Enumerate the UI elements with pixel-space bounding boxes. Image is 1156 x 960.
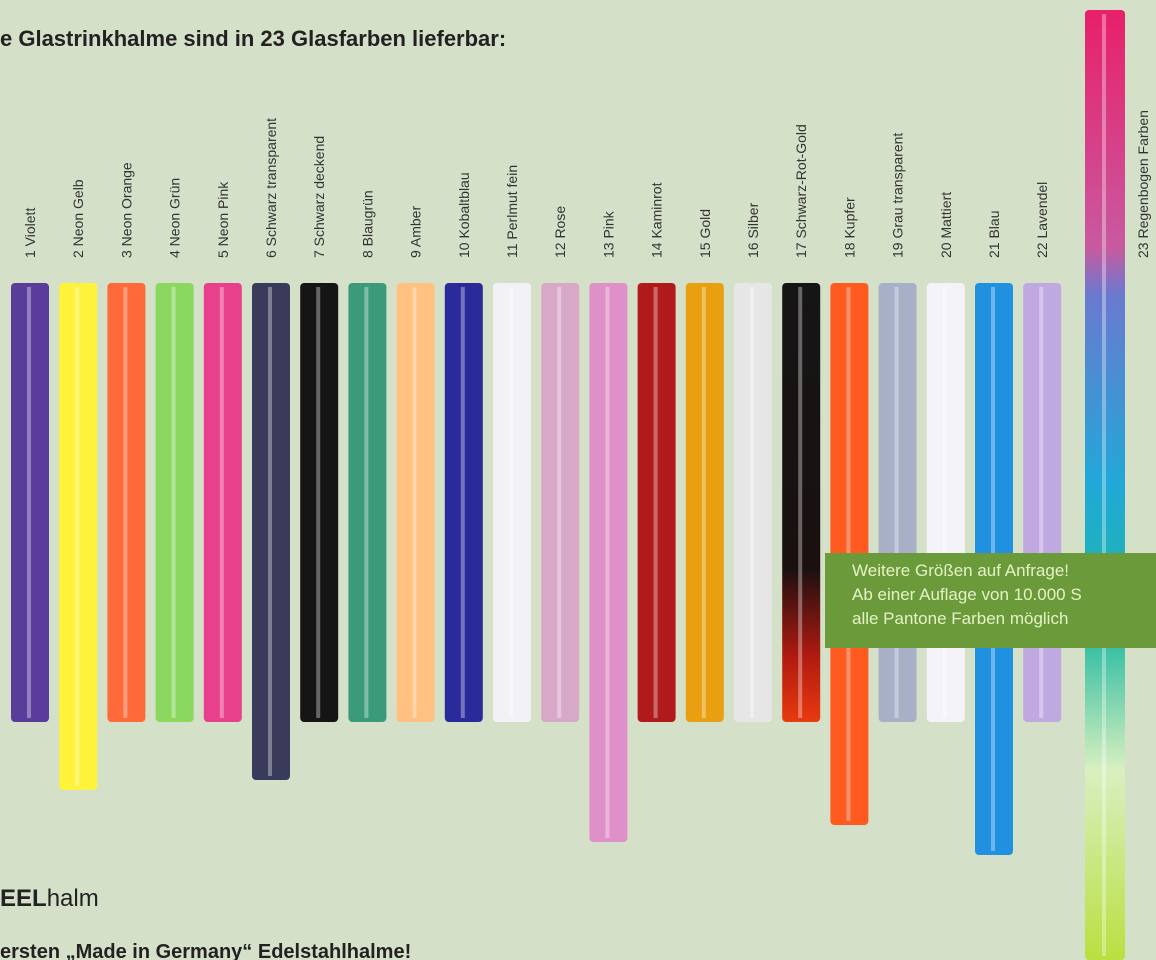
straw-highlight	[364, 287, 368, 718]
straw-label: 21 Blau	[986, 211, 1002, 258]
straw-highlight	[413, 287, 417, 718]
straw-label: 16 Silber	[745, 202, 761, 258]
brand: EELhalm	[0, 885, 99, 912]
straw-highlight	[654, 287, 658, 718]
straw-highlight	[75, 287, 79, 786]
straw-label: 22 Lavendel	[1034, 182, 1050, 258]
straw-highlight	[172, 287, 176, 718]
page: e Glastrinkhalme sind in 23 Glasfarben l…	[0, 0, 1156, 960]
straw-label: 6 Schwarz transparent	[263, 118, 279, 258]
straw-highlight	[461, 287, 465, 718]
straw-label: 23 Regenbogen Farben	[1135, 110, 1151, 258]
straw-highlight	[943, 287, 947, 718]
straw-highlight	[1039, 287, 1043, 718]
straw-label: 15 Gold	[697, 209, 713, 258]
straw-highlight	[27, 287, 31, 718]
straw-label: 4 Neon Grün	[167, 178, 183, 258]
straw-label: 8 Blaugrün	[359, 190, 375, 258]
straws: 1 Violett 2 Neon Gelb 3 Neon Orange 4 Neon …	[11, 10, 1151, 960]
brand-rest: halm	[47, 885, 99, 912]
straw-highlight	[268, 287, 272, 776]
straw-label: 18 Kupfer	[841, 197, 857, 258]
notice-line: Ab einer Auflage von 10.000 S	[852, 585, 1082, 604]
straw-label: 2 Neon Gelb	[70, 179, 86, 258]
straw-highlight	[509, 287, 513, 718]
brand-bold: EEL	[0, 885, 47, 912]
notice-line: alle Pantone Farben möglich	[852, 609, 1068, 628]
straw-label: 11 Perlmut fein	[504, 165, 520, 258]
straw-highlight	[316, 287, 320, 718]
straw-label: 12 Rose	[552, 206, 568, 258]
straw-highlight	[798, 287, 802, 718]
straw-label: 1 Violett	[22, 208, 38, 258]
straw-highlight	[1102, 14, 1106, 956]
straw-label: 3 Neon Orange	[118, 162, 134, 258]
straw-label: 13 Pink	[600, 210, 616, 258]
scene: e Glastrinkhalme sind in 23 Glasfarben l…	[0, 0, 1156, 960]
straw-highlight	[750, 287, 754, 718]
straw-label: 7 Schwarz deckend	[311, 136, 327, 258]
straw-label: 19 Grau transparent	[890, 133, 906, 258]
straw-label: 9 Amber	[408, 206, 424, 258]
straw-highlight	[702, 287, 706, 718]
notice-line: Weitere Größen auf Anfrage!	[852, 561, 1069, 580]
subheading: ersten „Made in Germany“ Edelstahlhalme!	[0, 941, 411, 960]
heading: e Glastrinkhalme sind in 23 Glasfarben l…	[0, 26, 506, 51]
straw-label: 20 Mattiert	[938, 192, 954, 258]
straw-label: 10 Kobaltblau	[456, 172, 472, 258]
straw-label: 17 Schwarz-Rot-Gold	[793, 124, 809, 258]
straw-highlight	[220, 287, 224, 718]
straw-highlight	[895, 287, 899, 718]
straw-highlight	[557, 287, 561, 718]
straw-label: 5 Neon Pink	[215, 181, 231, 258]
straw-label: 14 Kaminrot	[649, 182, 665, 258]
straw-highlight	[123, 287, 127, 718]
straw-highlight	[605, 287, 609, 838]
